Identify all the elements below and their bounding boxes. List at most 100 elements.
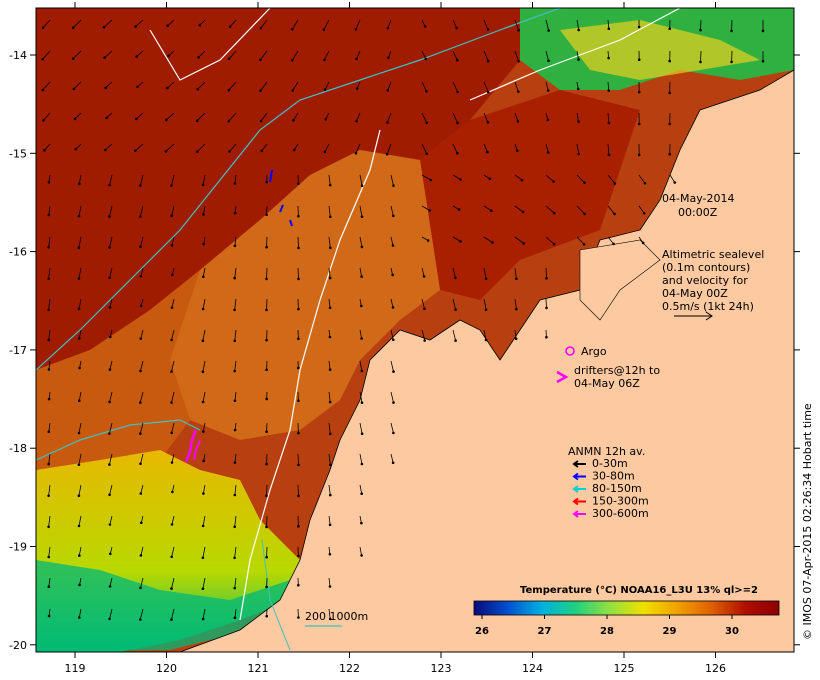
current-vector: [265, 577, 268, 589]
map-field: [36, 8, 794, 652]
current-vector: [78, 174, 82, 186]
current-vector: [668, 143, 671, 156]
current-vector: [421, 236, 430, 242]
altimetry-legend: Altimetric sealevel (0.1m contours) and …: [662, 248, 764, 321]
current-vector: [139, 205, 144, 218]
current-vector: [607, 174, 617, 185]
colorbar-title: Temperature (°C) NOAA16_L3U 13% ql>=2: [520, 585, 758, 596]
current-vector: [637, 19, 641, 29]
current-vector: [328, 298, 332, 310]
current-vector: [514, 19, 520, 32]
current-vector: [170, 236, 175, 247]
altimetry-line: (0.1m contours): [662, 261, 750, 274]
timestamp-time: 00:00Z: [678, 206, 718, 219]
current-vector: [265, 174, 269, 184]
lat-tick-label: -17: [9, 344, 27, 357]
current-vector: [47, 546, 51, 559]
current-vector: [576, 112, 580, 123]
current-vector: [483, 236, 494, 244]
current-vector: [47, 422, 51, 434]
current-vector: [297, 608, 300, 619]
peninsula-land: [579, 239, 661, 321]
mid-temperature-plume: [170, 150, 440, 440]
current-vector: [72, 50, 82, 60]
lat-tick-label: -15: [9, 147, 27, 160]
current-vector: [47, 577, 51, 588]
current-vector: [227, 50, 237, 60]
current-vector: [328, 205, 332, 219]
isobath-200m-south: [36, 419, 201, 461]
current-vector: [669, 174, 677, 184]
current-vector: [576, 19, 580, 32]
current-vector: [297, 236, 300, 250]
current-vector: [47, 205, 51, 217]
current-vector: [730, 19, 733, 33]
current-vector: [359, 298, 363, 308]
current-vector: [514, 205, 525, 214]
current-vector: [259, 112, 268, 123]
current-vector: [545, 143, 550, 154]
current-vector: [259, 81, 268, 92]
current-vector: [108, 391, 113, 404]
current-vector: [139, 453, 144, 466]
current-vector: [421, 143, 429, 156]
current-vector: [386, 112, 392, 124]
current-vector: [109, 546, 113, 556]
mooring-arrow: [269, 169, 273, 183]
current-vector: [514, 267, 518, 281]
current-vector: [637, 81, 641, 94]
current-vector: [78, 577, 82, 587]
current-vector: [108, 453, 113, 466]
current-vector: [202, 453, 206, 463]
current-vector: [359, 484, 364, 496]
current-vector: [202, 205, 206, 216]
current-vector: [265, 484, 268, 498]
current-vector: [297, 360, 300, 370]
current-vector: [171, 484, 175, 494]
drifter-track: [184, 429, 198, 463]
current-vector: [292, 112, 299, 122]
current-vector: [355, 50, 361, 61]
current-vector: [73, 112, 82, 121]
current-vector: [233, 577, 237, 590]
current-vector: [291, 50, 299, 62]
current-vector: [390, 422, 395, 435]
current-vector: [134, 143, 144, 153]
current-vector: [196, 143, 206, 153]
current-vector: [354, 143, 361, 155]
current-vector: [233, 236, 237, 248]
current-vector: [328, 236, 332, 250]
current-vector: [165, 112, 175, 122]
current-vector: [171, 267, 175, 277]
current-vector: [607, 19, 611, 31]
current-vector: [47, 236, 51, 249]
current-vector: [483, 143, 489, 154]
sea-level-contour: [239, 129, 381, 621]
mooring-arrow: [279, 204, 284, 213]
timestamp-date: 04-May-2014: [662, 192, 734, 205]
current-vector: [265, 608, 269, 618]
current-vector: [201, 329, 206, 343]
anmn-legend-item: 80-150m: [572, 482, 642, 495]
current-vector: [42, 112, 51, 122]
anmn-title: ANMN 12h av.: [568, 445, 645, 458]
current-vector: [47, 329, 51, 342]
current-vector: [265, 236, 268, 249]
current-vector: [576, 236, 586, 246]
colorbar-tick-label: 29: [663, 626, 677, 637]
current-vector: [323, 81, 330, 91]
current-vector: [47, 515, 51, 529]
current-vector: [134, 19, 144, 28]
current-vector: [201, 391, 206, 404]
current-vector: [259, 50, 268, 62]
current-vector: [452, 81, 459, 94]
current-vector: [514, 298, 518, 311]
current-vector: [328, 329, 332, 339]
current-vector: [576, 143, 580, 156]
current-vector: [108, 577, 113, 588]
current-vector: [514, 236, 525, 245]
current-vector: [77, 298, 82, 311]
current-vector: [202, 484, 206, 495]
current-vector: [483, 205, 493, 212]
current-vector: [102, 19, 113, 29]
